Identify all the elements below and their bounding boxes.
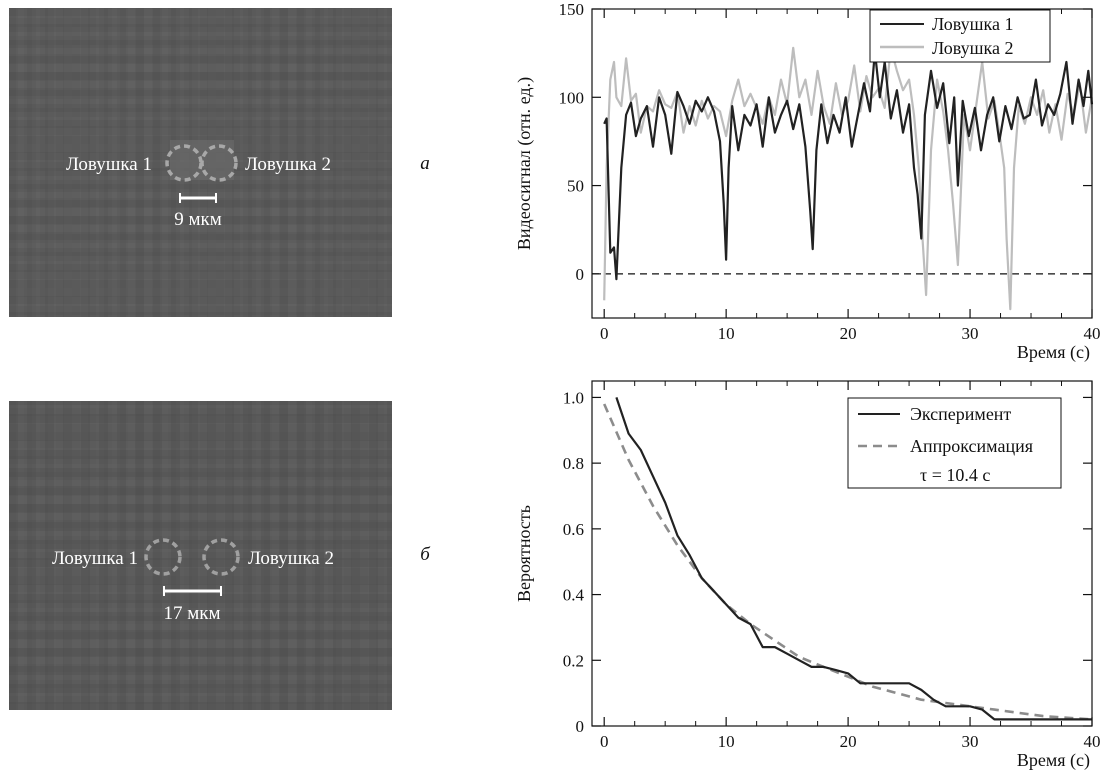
legend-label-trap2: Ловушка 2 <box>932 38 1013 58</box>
legend-tau-value: τ = 10.4 с <box>920 465 990 485</box>
x-tick-label: 10 <box>718 732 735 751</box>
y-axis-title: Видеосигнал (отн. ед.) <box>514 77 535 250</box>
series-line-1 <box>603 50 1094 281</box>
legend: Эксперимент Аппроксимация τ = 10.4 с <box>847 397 1062 489</box>
y-tick-label: 0 <box>576 265 585 284</box>
series-line-2 <box>603 403 1093 721</box>
trap2-circle-b <box>202 538 240 576</box>
y-tick-label: 0.6 <box>563 520 584 539</box>
trap-image-b: Ловушка 1 Ловушка 2 17 мкм <box>9 401 392 710</box>
x-tick-label: 20 <box>840 324 857 343</box>
x-tick-label: 40 <box>1084 324 1101 343</box>
x-tick-label: 10 <box>718 324 735 343</box>
y-tick-label: 50 <box>567 177 584 196</box>
y-tick-label: 100 <box>559 88 585 107</box>
y-axis-title: Вероятность <box>514 505 534 602</box>
series-line-2 <box>603 46 1094 311</box>
y-tick-label: 0.8 <box>563 454 584 473</box>
legend-label-fit: Аппроксимация <box>910 436 1033 456</box>
trap-image-a: Ловушка 1 Ловушка 2 9 мкм <box>9 8 392 317</box>
y-tick-label: 150 <box>559 0 585 19</box>
scale-label-a: 9 мкм <box>174 209 222 230</box>
y-tick-label: 1.0 <box>563 388 584 407</box>
video-signal-chart: 0 10 20 30 40 0 50 100 150 Ловушка 1 Ловушка 2 В… <box>514 0 1101 363</box>
x-axis-title: Время (с) <box>1017 342 1090 363</box>
x-tick-label: 30 <box>962 732 979 751</box>
x-axis-title: Время (с) <box>1017 750 1090 771</box>
x-tick-label: 0 <box>600 732 609 751</box>
trap2-label-b: Ловушка 2 <box>248 548 334 569</box>
plot-frame <box>591 8 1093 319</box>
y-tick-label: 0.4 <box>563 586 585 605</box>
series-line-1 <box>615 397 1092 721</box>
x-tick-label: 0 <box>600 324 609 343</box>
x-tick-label: 20 <box>840 732 857 751</box>
y-tick-label: 0 <box>576 717 585 736</box>
panel-letter-b: б <box>420 544 431 565</box>
probability-chart: 0 10 20 30 40 0 0.2 0.4 0.6 0.8 1.0 Эксперимент Ап… <box>514 380 1101 771</box>
legend-box <box>869 9 1051 63</box>
y-tick-label: 0.2 <box>563 651 584 670</box>
plot-frame <box>591 380 1093 727</box>
legend-label-experiment: Эксперимент <box>910 404 1011 424</box>
trap2-circle-a <box>200 144 238 182</box>
trap1-label-a: Ловушка 1 <box>66 154 152 175</box>
legend-label-trap1: Ловушка 1 <box>932 14 1013 34</box>
trap2-label-a: Ловушка 2 <box>245 154 331 175</box>
x-tick-label: 40 <box>1084 732 1101 751</box>
panel-letter-a: а <box>420 153 430 174</box>
scale-label-b: 17 мкм <box>163 603 220 624</box>
x-tick-label: 30 <box>962 324 979 343</box>
trap1-circle-b <box>144 538 182 576</box>
legend: Ловушка 1 Ловушка 2 <box>869 9 1051 63</box>
trap1-label-b: Ловушка 1 <box>52 548 138 569</box>
